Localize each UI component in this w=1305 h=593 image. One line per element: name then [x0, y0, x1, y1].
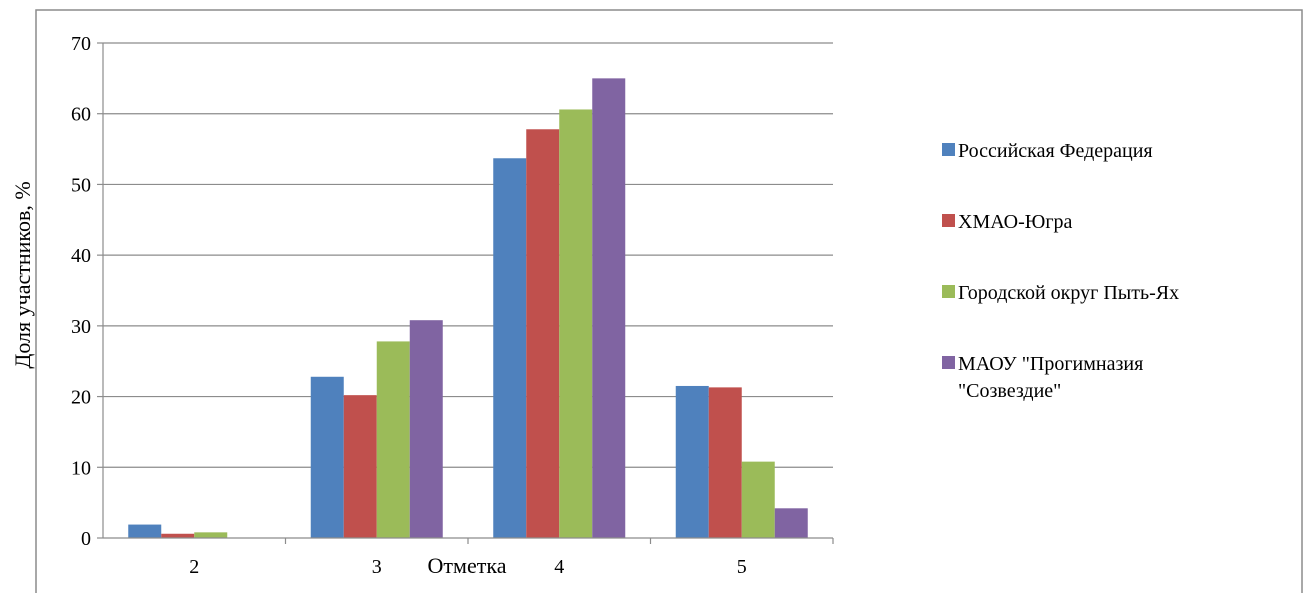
bar	[493, 158, 527, 538]
y-tick-label: 10	[71, 457, 91, 479]
x-axis-title: Отметка	[428, 553, 507, 578]
legend-swatch	[942, 356, 955, 369]
bar	[741, 461, 775, 538]
legend-label: Городской округ Пыть-Ях	[958, 282, 1179, 304]
legend-label: "Созвездие"	[958, 380, 1061, 402]
y-tick-label: 20	[71, 387, 91, 409]
bar	[774, 508, 808, 538]
bar	[592, 78, 626, 538]
bar	[526, 129, 560, 538]
axes: 0 10 20 30 40 50 60 70 2 3 4 5	[71, 33, 834, 578]
bar	[194, 532, 228, 538]
bar	[128, 524, 162, 538]
chart-border	[35, 9, 1303, 593]
bar	[376, 341, 410, 538]
bar	[675, 385, 709, 538]
legend-label: МАОУ "Прогимназия	[958, 353, 1143, 375]
bar	[409, 320, 443, 538]
x-tick-label: 3	[372, 556, 382, 578]
y-tick-label: 50	[71, 174, 91, 196]
legend-label: ХМАО-Югра	[958, 211, 1073, 233]
legend-label: Российская Федерация	[958, 140, 1153, 162]
y-tick-label: 70	[71, 33, 91, 55]
y-tick-label: 30	[71, 316, 91, 338]
bars	[128, 78, 808, 538]
bar	[310, 376, 344, 538]
legend-swatch	[942, 285, 955, 298]
legend-swatch	[942, 214, 955, 227]
x-tick-label: 4	[554, 556, 564, 578]
legend-swatch	[942, 143, 955, 156]
x-tick-label: 2	[189, 556, 199, 578]
y-tick-label: 40	[71, 245, 91, 267]
bar	[161, 533, 195, 538]
y-axis-title: Доля участников, %	[10, 181, 35, 368]
bar	[343, 395, 377, 538]
bar	[559, 109, 593, 538]
gridlines	[103, 42, 833, 468]
x-tick-label: 5	[737, 556, 747, 578]
legend: Российская Федерация ХМАО-Югра Городской о…	[942, 140, 1179, 402]
y-tick-label: 0	[81, 528, 91, 550]
y-tick-label: 60	[71, 104, 91, 126]
bar	[708, 387, 742, 538]
